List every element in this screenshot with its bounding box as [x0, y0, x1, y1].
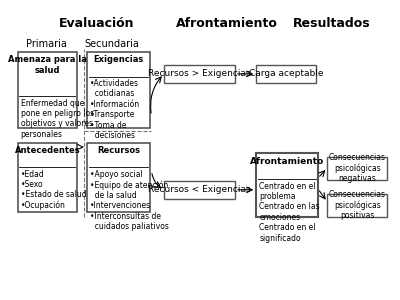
FancyBboxPatch shape — [256, 153, 318, 217]
Text: •Edad
•Sexo
•Estado de salud
•Ocupación: •Edad •Sexo •Estado de salud •Ocupación — [21, 169, 86, 210]
Text: Antecedentes: Antecedentes — [14, 146, 80, 155]
Text: Recursos > Exigencias: Recursos > Exigencias — [148, 69, 251, 78]
FancyBboxPatch shape — [164, 65, 235, 83]
FancyBboxPatch shape — [164, 181, 235, 199]
Text: Afrontamiento: Afrontamiento — [176, 17, 278, 30]
Text: •Apoyo social
•Equipo de atención
  de la salud
•Intervenciones
•Interconsultas : •Apoyo social •Equipo de atención de la … — [90, 169, 169, 231]
FancyBboxPatch shape — [18, 52, 77, 128]
Text: Recursos: Recursos — [97, 146, 140, 155]
FancyBboxPatch shape — [18, 142, 77, 212]
Text: Consecuencias
psicológicas
negativas: Consecuencias psicológicas negativas — [329, 153, 386, 183]
Text: Resultados: Resultados — [292, 17, 370, 30]
Text: Carga aceptable: Carga aceptable — [249, 69, 323, 78]
Text: Enfermedad que
pone en peligro los
objetivos y valores
personales: Enfermedad que pone en peligro los objet… — [21, 99, 94, 139]
Text: Evaluación: Evaluación — [59, 17, 134, 30]
FancyBboxPatch shape — [328, 194, 387, 217]
Text: Consecuencias
psicológicas
positivas: Consecuencias psicológicas positivas — [329, 190, 386, 220]
Text: Exigencias: Exigencias — [94, 56, 144, 64]
Text: Secundaria: Secundaria — [84, 40, 139, 50]
Text: Afrontamiento: Afrontamiento — [250, 157, 324, 166]
Text: Primaria: Primaria — [26, 40, 67, 50]
FancyBboxPatch shape — [87, 52, 150, 128]
FancyBboxPatch shape — [328, 157, 387, 180]
FancyBboxPatch shape — [256, 65, 316, 83]
Text: Centrado en el
problema
Centrado en las
emociones
Centrado en el
significado: Centrado en el problema Centrado en las … — [259, 182, 320, 243]
FancyBboxPatch shape — [87, 142, 150, 212]
Text: Recursos < Exigencias: Recursos < Exigencias — [148, 185, 251, 194]
Text: •Actividades
  cotidianas
•Información
•Transporte
•Toma de
  decisiones: •Actividades cotidianas •Información •Tr… — [90, 79, 140, 140]
Text: Amenaza para la
salud: Amenaza para la salud — [8, 56, 87, 75]
